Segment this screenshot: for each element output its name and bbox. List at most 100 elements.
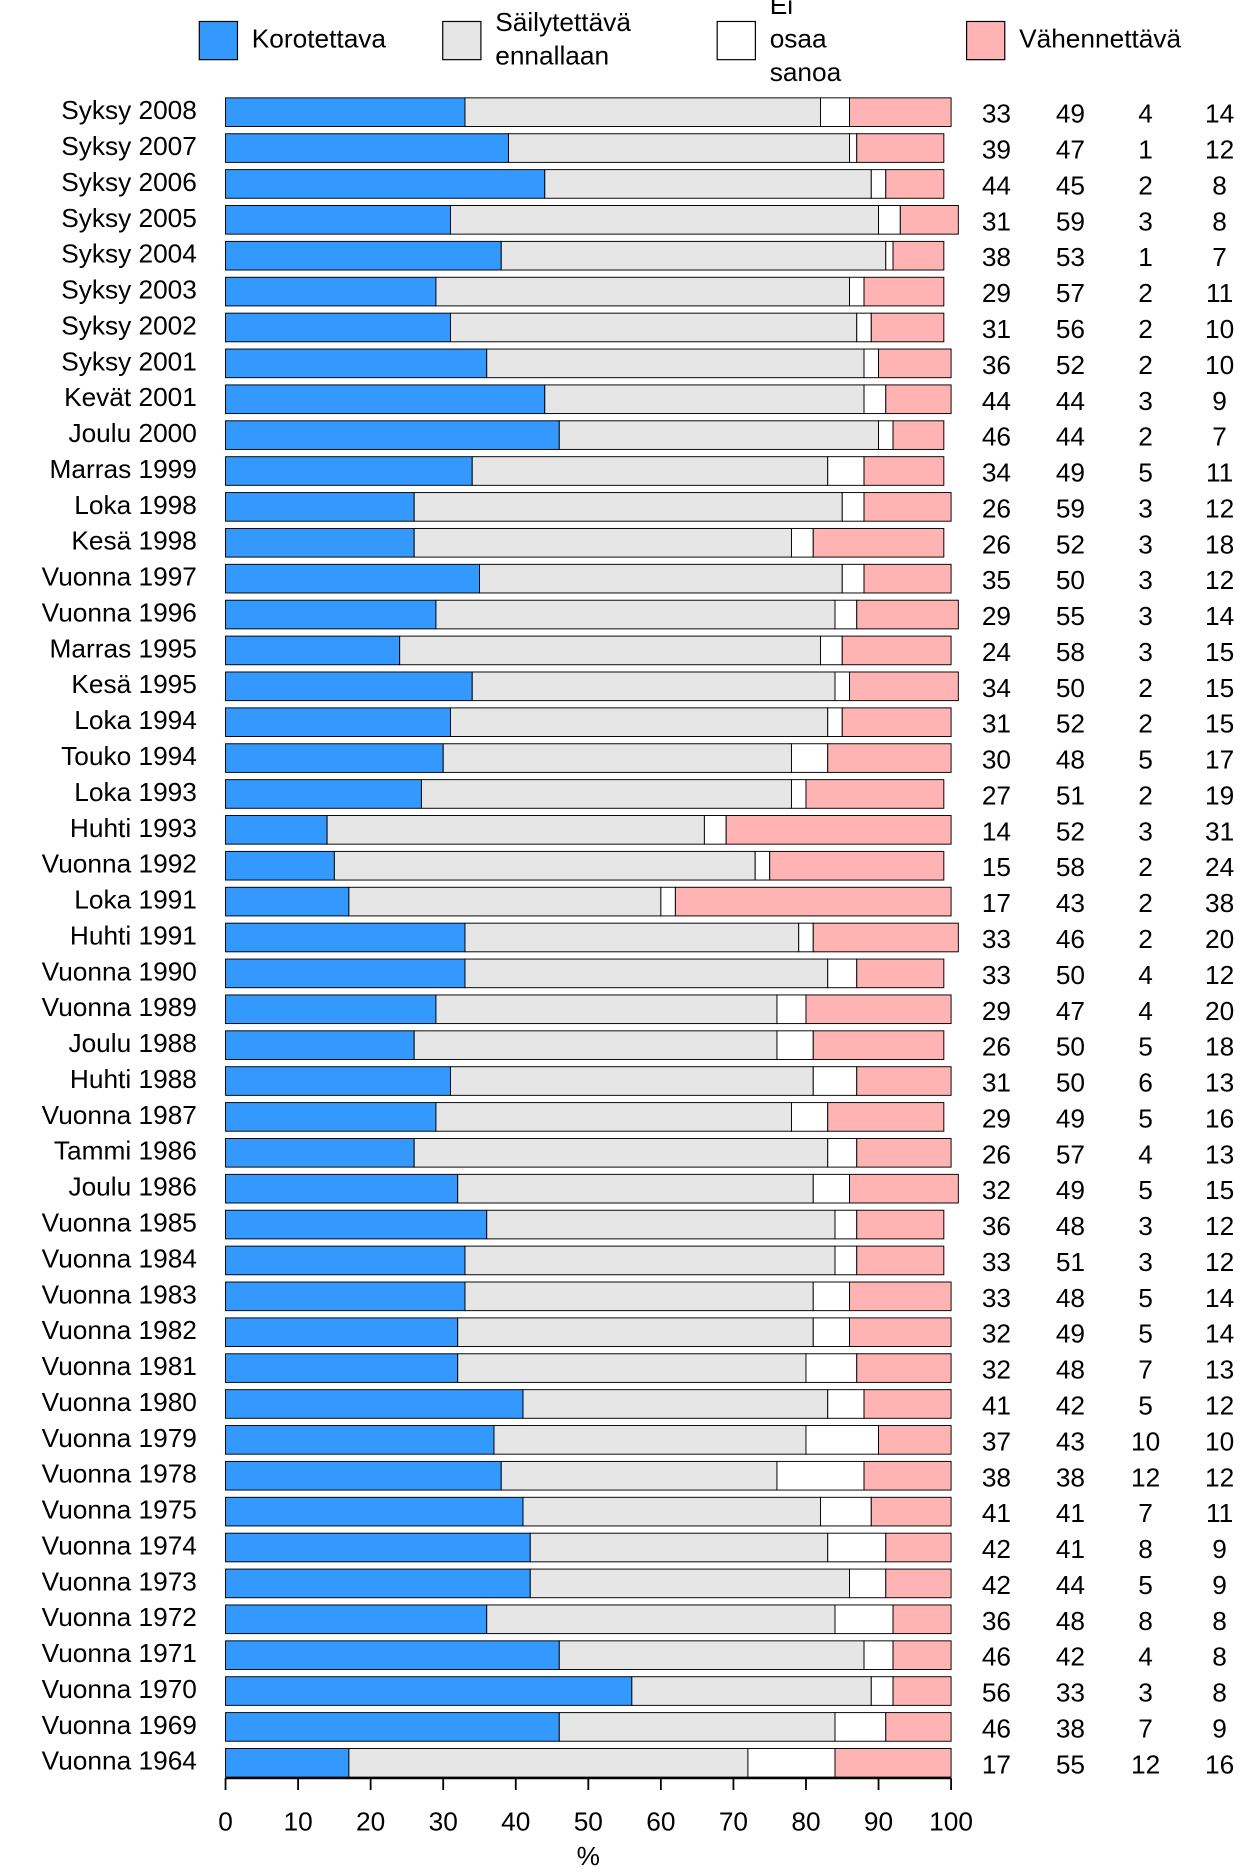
y-tick-label: Vuonna 1992 xyxy=(42,849,197,879)
data-label: 51 xyxy=(1056,1247,1085,1277)
data-label: 2 xyxy=(1138,888,1153,918)
bar-segment xyxy=(812,1066,858,1096)
data-label: 43 xyxy=(1056,1426,1085,1456)
bar-segment xyxy=(225,815,328,845)
data-label: 49 xyxy=(1056,1103,1085,1133)
data-label: 43 xyxy=(1056,888,1085,918)
y-tick-label: Tammi 1986 xyxy=(54,1136,197,1166)
y-tick-label: Huhti 1988 xyxy=(70,1064,197,1094)
bar-segment xyxy=(870,169,887,199)
bar-segment xyxy=(863,1460,952,1491)
data-label: 58 xyxy=(1056,852,1085,882)
data-label: 2 xyxy=(1138,278,1153,308)
data-label: 5 xyxy=(1138,1390,1153,1420)
x-tick-label: 60 xyxy=(646,1806,675,1836)
bar-segment xyxy=(812,1030,945,1060)
bar-segment xyxy=(812,1317,850,1348)
bar-segment xyxy=(790,743,829,773)
data-label: 10 xyxy=(1205,1426,1234,1456)
data-label: 19 xyxy=(1205,780,1234,810)
bar-segment xyxy=(544,169,872,199)
bar-segment xyxy=(899,205,959,235)
y-tick-label: Vuonna 1983 xyxy=(42,1279,197,1309)
data-label: 2 xyxy=(1138,780,1153,810)
bar-segment xyxy=(849,1568,887,1599)
bar-segment xyxy=(449,312,858,343)
bar-segment xyxy=(856,1137,952,1168)
y-tick-label: Vuonna 1997 xyxy=(42,562,197,592)
data-label: 12 xyxy=(1131,1462,1160,1492)
x-tick-label: 100 xyxy=(929,1806,973,1836)
bar-segment xyxy=(827,958,858,989)
bar-segment xyxy=(486,1209,836,1240)
y-tick-label: Syksy 2004 xyxy=(61,239,197,269)
data-label: 8 xyxy=(1212,1678,1227,1708)
bar-segment xyxy=(725,815,952,845)
bar-segment xyxy=(225,994,437,1025)
bar-segment xyxy=(522,1496,821,1527)
data-label: 38 xyxy=(982,242,1011,272)
bar-segment xyxy=(225,1173,459,1204)
data-label: 44 xyxy=(982,170,1011,200)
data-label: 3 xyxy=(1138,529,1153,559)
bar-segment xyxy=(413,1030,778,1060)
data-label: 5 xyxy=(1138,458,1153,488)
bar-segment xyxy=(413,1137,829,1168)
data-label: 7 xyxy=(1212,422,1227,452)
bar-segment xyxy=(225,456,473,486)
bar-segment xyxy=(812,1281,850,1312)
bar-segment xyxy=(834,1604,894,1635)
bar-segment xyxy=(225,169,546,199)
data-label: 56 xyxy=(982,1678,1011,1708)
data-label: 5 xyxy=(1138,745,1153,775)
data-label: 50 xyxy=(1056,1068,1085,1098)
bar-segment xyxy=(856,1245,945,1276)
bar-segment xyxy=(849,1173,959,1204)
data-label: 48 xyxy=(1056,1283,1085,1313)
bar-segment xyxy=(225,1532,531,1563)
data-label: 39 xyxy=(982,135,1011,165)
bar-segment xyxy=(820,635,843,666)
bar-segment xyxy=(841,707,952,737)
bar-segment xyxy=(348,886,662,917)
data-label: 12 xyxy=(1205,1390,1234,1420)
data-label: 58 xyxy=(1056,637,1085,667)
bar-segment xyxy=(479,563,843,594)
data-label: 50 xyxy=(1056,1032,1085,1062)
bar-segment xyxy=(849,133,858,163)
data-label: 49 xyxy=(1056,99,1085,129)
x-tick-label: 20 xyxy=(356,1806,385,1836)
bar-segment xyxy=(885,1568,952,1599)
data-label: 46 xyxy=(982,1642,1011,1672)
y-tick-label: Joulu 2000 xyxy=(68,418,196,448)
data-label: 31 xyxy=(982,314,1011,344)
data-label: 6 xyxy=(1138,1068,1153,1098)
data-label: 37 xyxy=(982,1426,1011,1456)
data-label: 2 xyxy=(1138,422,1153,452)
bar-segment xyxy=(805,994,952,1025)
data-label: 3 xyxy=(1138,1678,1153,1708)
data-label: 18 xyxy=(1205,529,1234,559)
data-label: 11 xyxy=(1206,278,1233,308)
bar-segment xyxy=(225,1748,350,1778)
bar-segment xyxy=(399,635,821,666)
bar-segment xyxy=(449,707,829,737)
legend-swatch xyxy=(442,20,482,61)
data-label: 42 xyxy=(982,1534,1011,1564)
data-label: 50 xyxy=(1056,673,1085,703)
bar-segment xyxy=(225,1209,488,1240)
bar-segment xyxy=(790,1102,829,1132)
data-label: 34 xyxy=(982,458,1011,488)
bar-segment xyxy=(529,1568,850,1599)
bar-segment xyxy=(631,1676,872,1706)
bar-segment xyxy=(863,1389,952,1419)
data-label: 5 xyxy=(1138,1283,1153,1313)
bar-segment xyxy=(225,276,437,307)
bar-segment xyxy=(493,1425,807,1455)
data-label: 11 xyxy=(1206,1498,1233,1528)
data-label: 15 xyxy=(982,852,1011,882)
data-label: 10 xyxy=(1205,314,1234,344)
y-tick-label: Vuonna 1980 xyxy=(42,1387,197,1417)
data-label: 49 xyxy=(1056,1319,1085,1349)
